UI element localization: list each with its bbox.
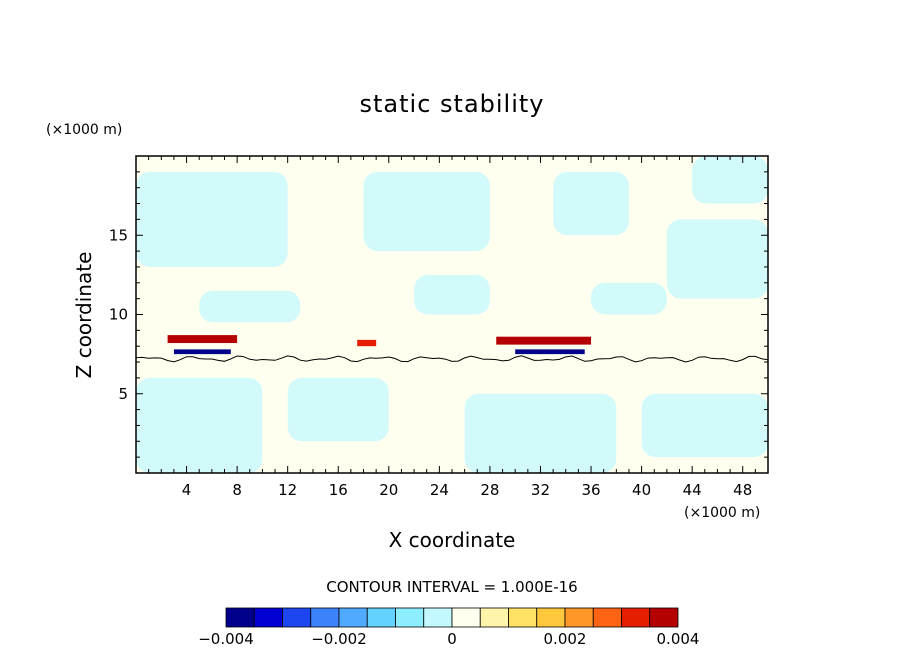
colorbar-swatch	[592, 607, 622, 628]
colorbar-swatch	[225, 607, 255, 628]
x-tick-label: 48	[733, 481, 752, 499]
stability-band	[173, 349, 231, 355]
colorbar-swatch	[649, 607, 679, 628]
x-tick-label: 20	[379, 481, 398, 499]
y-tick-label: 15	[109, 226, 128, 244]
stability-field-patch	[591, 282, 667, 315]
stability-band	[167, 335, 238, 344]
colorbar-tick-label: −0.002	[311, 630, 367, 648]
stability-band	[496, 336, 592, 345]
colorbar-swatch	[508, 607, 538, 628]
colorbar: −0.004 −0.002 0 0.002 0.004	[198, 607, 700, 648]
stability-field-patch	[199, 290, 301, 323]
colorbar-swatch	[282, 607, 312, 628]
stability-field-patch	[464, 393, 617, 473]
stability-band	[515, 349, 585, 355]
stability-field-patch	[414, 274, 490, 315]
y-axis-label: Z coordinate	[72, 252, 96, 379]
stability-field-patch	[692, 156, 768, 204]
colorbar-swatch	[479, 607, 509, 628]
x-tick-label: 4	[182, 481, 192, 499]
x-tick-label: 36	[581, 481, 600, 499]
stability-band	[357, 339, 377, 347]
x-axis-label: X coordinate	[389, 528, 516, 552]
x-tick-label: 16	[329, 481, 348, 499]
colorbar-tick-label: 0.004	[657, 630, 700, 648]
colorbar-tick-label: −0.004	[198, 630, 254, 648]
stability-field-patch	[641, 393, 768, 458]
colorbar-tick-label: 0	[447, 630, 457, 648]
x-tick-label: 44	[683, 481, 702, 499]
colorbar-tick-label: 0.002	[544, 630, 587, 648]
colorbar-swatch	[451, 607, 481, 628]
x-tick-label: 40	[632, 481, 651, 499]
y-unit-label: (×1000 m)	[46, 122, 122, 138]
colorbar-swatch	[395, 607, 425, 628]
stability-field-patch	[136, 377, 263, 473]
colorbar-swatch	[366, 607, 396, 628]
y-tick-label: 5	[118, 385, 128, 403]
stability-field-patch	[553, 171, 629, 236]
colorbar-swatch	[564, 607, 594, 628]
chart-title: static stability	[360, 90, 545, 118]
stability-field-patch	[363, 171, 490, 252]
colorbar-swatch	[621, 607, 651, 628]
stability-field-patch	[136, 171, 288, 267]
x-tick-label: 24	[430, 481, 449, 499]
x-tick-label: 8	[232, 481, 242, 499]
x-tick-label: 32	[531, 481, 550, 499]
colorbar-swatch	[423, 607, 453, 628]
x-unit-label: (×1000 m)	[684, 505, 760, 521]
contour-interval-label: CONTOUR INTERVAL = 1.000E-16	[326, 578, 577, 596]
tropopause-contour	[135, 355, 769, 363]
y-tick-label: 10	[109, 306, 128, 324]
colorbar-swatch	[253, 607, 283, 628]
stability-field-patch	[666, 219, 768, 299]
colorbar-swatch	[536, 607, 566, 628]
x-tick-label: 28	[480, 481, 499, 499]
x-tick-label: 12	[278, 481, 297, 499]
colorbar-swatch	[338, 607, 368, 628]
colorbar-swatch	[310, 607, 340, 628]
stability-field-patch	[287, 377, 389, 442]
